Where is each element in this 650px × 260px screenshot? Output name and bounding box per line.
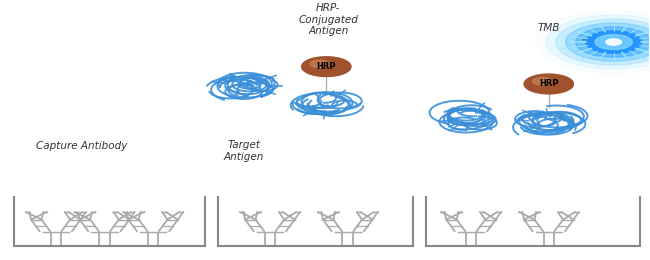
Text: HRP: HRP [317, 62, 336, 71]
Circle shape [595, 35, 632, 49]
Circle shape [309, 60, 346, 75]
Circle shape [306, 58, 348, 76]
Circle shape [302, 57, 351, 76]
Circle shape [302, 57, 351, 76]
Circle shape [528, 76, 571, 93]
Circle shape [532, 77, 551, 85]
Text: Target
Antigen: Target Antigen [224, 140, 264, 162]
Circle shape [524, 74, 573, 94]
Circle shape [524, 74, 573, 94]
Circle shape [606, 39, 621, 45]
Circle shape [310, 60, 329, 68]
Text: TMB: TMB [538, 23, 560, 33]
Circle shape [313, 61, 344, 74]
Text: Capture Antibody: Capture Antibody [36, 140, 128, 151]
Text: HRP-
Conjugated
Antigen: HRP- Conjugated Antigen [298, 3, 358, 36]
Circle shape [535, 79, 567, 91]
Circle shape [546, 15, 650, 69]
Circle shape [556, 19, 650, 65]
Circle shape [576, 27, 650, 57]
Circle shape [531, 77, 569, 92]
Text: HRP: HRP [539, 80, 558, 88]
Circle shape [536, 11, 650, 73]
Circle shape [566, 23, 650, 61]
Circle shape [586, 31, 642, 53]
